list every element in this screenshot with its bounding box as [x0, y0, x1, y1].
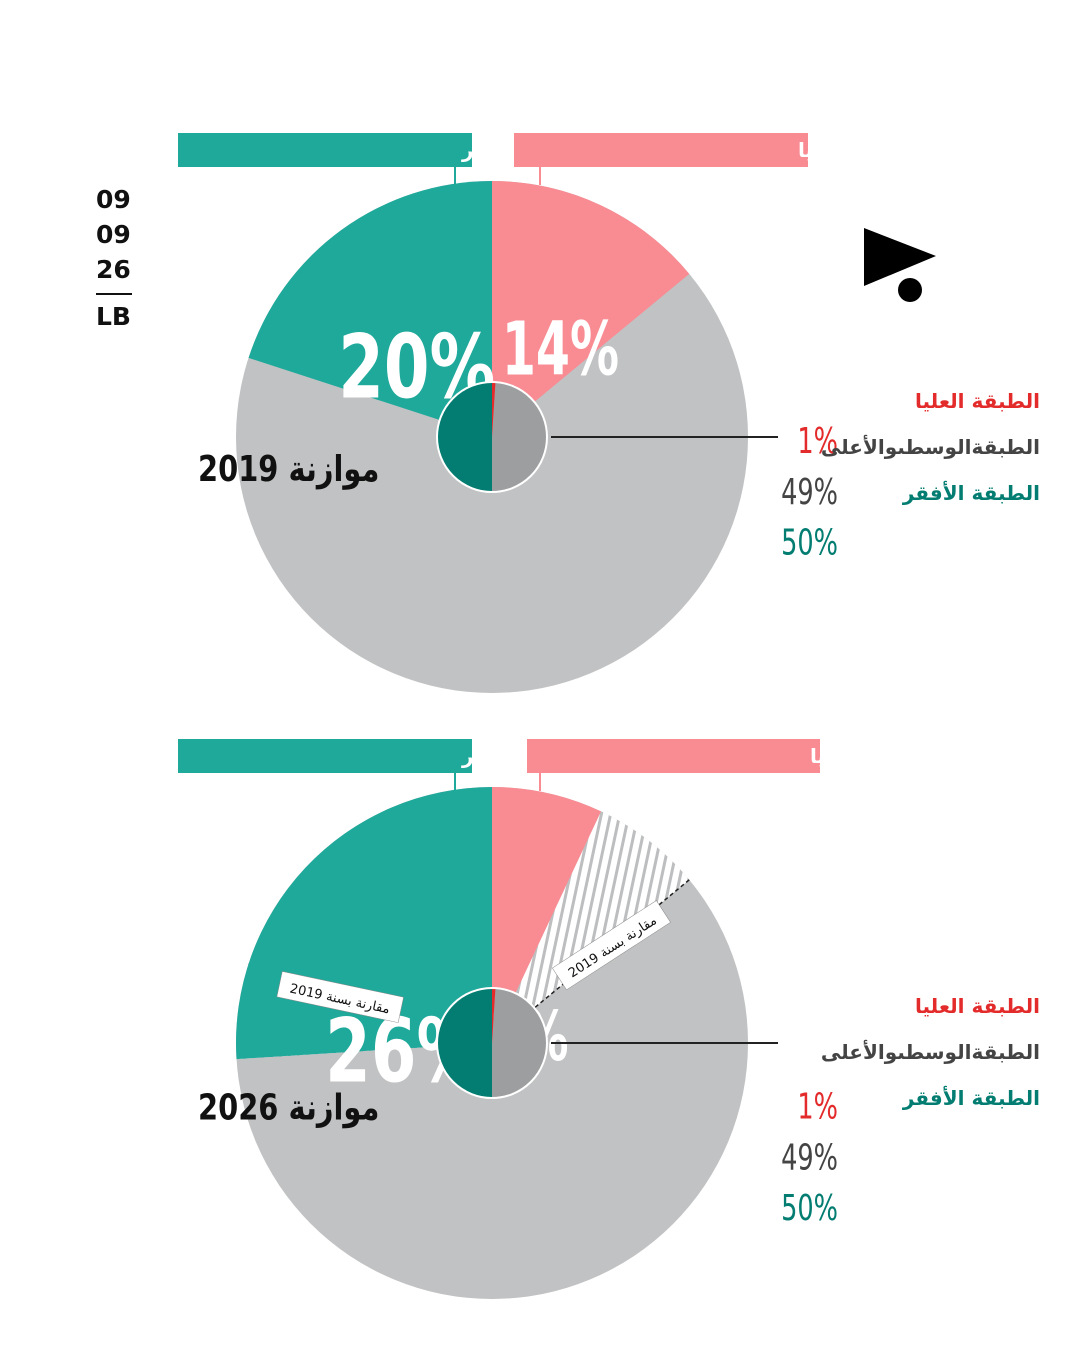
- inner-legend-value-2: 50%: [781, 1188, 838, 1229]
- date-day: 09: [96, 185, 131, 214]
- tag-top-desc: الحصّة من الضرائب:: [935, 744, 1080, 768]
- inner-legend-name-0: الطبقة العليا: [915, 389, 1040, 413]
- tag-top-name: الطبقة العليا: [810, 744, 935, 768]
- inner-slice-poorest: [437, 988, 492, 1098]
- inner-legend-value-2: 50%: [781, 522, 838, 563]
- pie-chart-0: 14%20%1%الطبقة العليا49%الطبقةالوسطىوالأ…: [178, 133, 1080, 693]
- inner-legend-value-0: 1%: [797, 1087, 838, 1128]
- tag-poorest-box: [178, 739, 472, 773]
- inner-ring-border: [436, 987, 548, 1099]
- inner-legend-name-1: الطبقةالوسطىوالأعلى: [821, 1039, 1040, 1064]
- comparison-badge-poorest-box: [276, 971, 404, 1023]
- inner-slice-top: [492, 382, 496, 437]
- inner-legend-name-2: الطبقة الأفقر: [902, 1085, 1040, 1110]
- tag-top-box: [514, 133, 808, 167]
- outer-label-top: 14%: [502, 307, 619, 392]
- inner-slice-top: [492, 988, 496, 1043]
- inner-legend-name-1: الطبقةالوسطىوالأعلى: [821, 434, 1040, 459]
- date-block: 09 09 26 LB: [96, 182, 136, 334]
- tag-top-name: الطبقة العليا: [798, 138, 923, 162]
- pie-chart-1: 7%26%1%الطبقة العليا49%الطبقةالوسطىوالأع…: [178, 739, 1080, 1299]
- chart-title: موازنة 2019: [198, 448, 379, 490]
- tag-top-text: الحصّة من الضرائب: الطبقة العليا: [798, 138, 1080, 162]
- play-triangle-dot-logo-icon: [864, 228, 936, 302]
- date-month: 09: [96, 220, 131, 249]
- inner-legend-value-1: 49%: [781, 472, 838, 513]
- date-country: LB: [96, 302, 131, 331]
- outer-slice-top: [492, 787, 601, 1043]
- outer-slice-top: [492, 181, 690, 437]
- inner-legend-value-1: 49%: [781, 1137, 838, 1178]
- chart-title: موازنة 2026: [198, 1086, 379, 1128]
- comparison-top-hatch: [492, 811, 690, 1043]
- tag-top-box: [527, 739, 820, 773]
- inner-legend-name-2: الطبقة الأفقر: [902, 480, 1040, 505]
- inner-slice-middle: [492, 382, 547, 492]
- tag-poorest-box: [178, 133, 472, 167]
- inner-ring-border: [436, 381, 548, 493]
- tag-top-text: الحصّة من الضرائب: الطبقة العليا: [810, 744, 1080, 768]
- inner-slice-poorest: [437, 382, 492, 492]
- inner-legend-name-0: الطبقة العليا: [915, 994, 1040, 1018]
- tag-top-desc: الحصّة من الضرائب:: [923, 138, 1080, 162]
- comparison-badge-top-box: [552, 900, 671, 991]
- date-year: 26: [96, 255, 131, 284]
- outer-slice-poorest: [248, 181, 492, 437]
- inner-slice-middle: [492, 988, 547, 1098]
- date-divider: [96, 293, 132, 295]
- inner-legend-value-0: 1%: [797, 421, 838, 462]
